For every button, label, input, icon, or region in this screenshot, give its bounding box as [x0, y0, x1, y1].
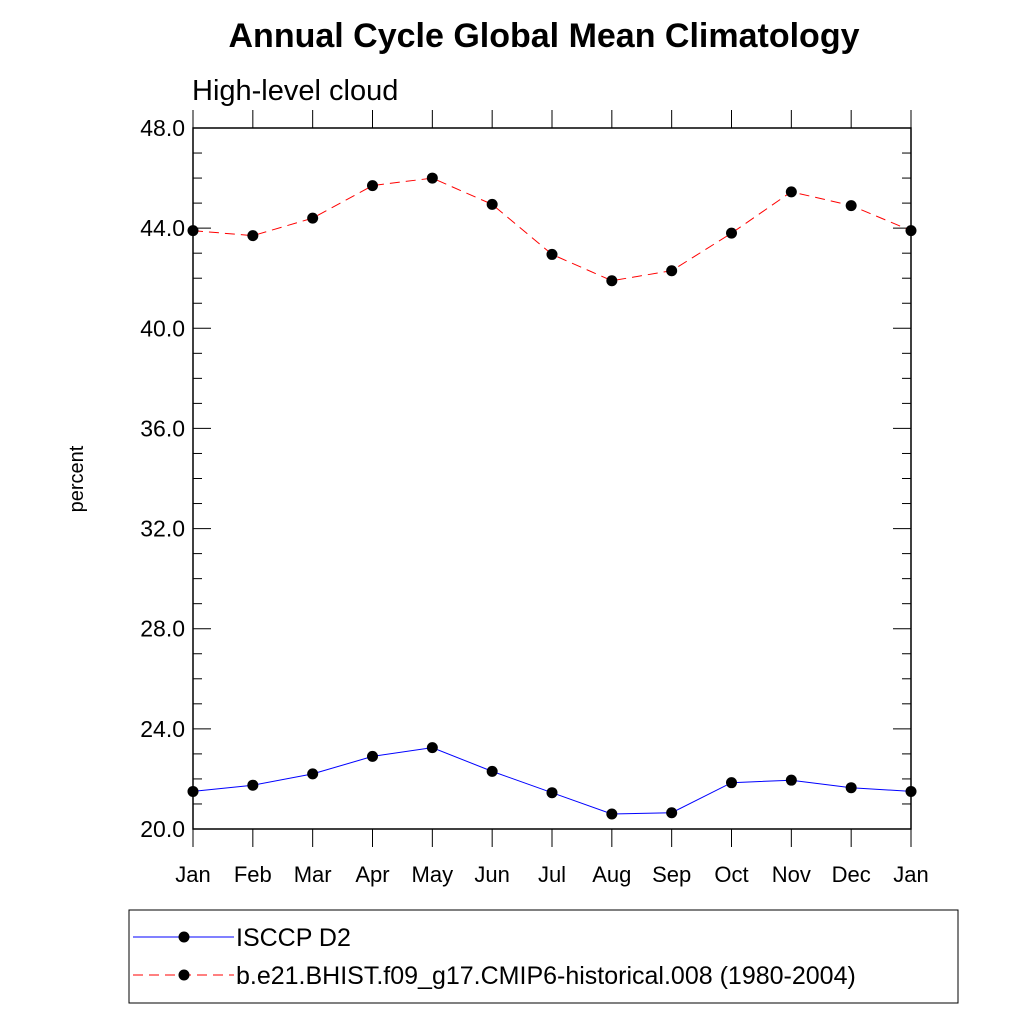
y-tick-label: 36.0	[140, 415, 185, 441]
series-2-point	[546, 248, 558, 260]
series-1-point	[666, 807, 678, 819]
series-line-2	[192, 177, 912, 282]
series-2-point	[247, 230, 259, 242]
y-tick-label: 20.0	[140, 816, 185, 842]
x-tick-label: Apr	[355, 862, 389, 887]
y-tick-label: 28.0	[140, 616, 185, 642]
x-tick-label: Feb	[234, 862, 272, 887]
series-1-point	[845, 782, 857, 794]
series-1-point	[247, 779, 259, 791]
legend-marker-1	[178, 931, 190, 943]
series-1-point	[785, 774, 797, 786]
series-1-point	[905, 785, 917, 797]
y-tick-label: 24.0	[140, 716, 185, 742]
chart-title: Annual Cycle Global Mean Climatology	[229, 17, 860, 55]
x-tick-label: Aug	[592, 862, 631, 887]
legend-frame	[128, 909, 959, 1004]
y-tick-label: 40.0	[140, 315, 185, 341]
series-2-point	[666, 265, 678, 277]
series-1-point	[726, 777, 737, 789]
x-tick-label: Sep	[652, 862, 691, 887]
series-1-point	[546, 787, 558, 799]
series-2-point	[426, 172, 438, 184]
series-2-point	[367, 180, 378, 192]
legend-label-1: ISCCP D2	[236, 924, 351, 952]
series-1-point	[606, 808, 618, 820]
series-layer	[187, 172, 917, 820]
y-tick-label: 44.0	[140, 215, 185, 241]
series-2-point	[726, 227, 737, 239]
series-1-point	[307, 768, 319, 780]
legend-label-2: b.e21.BHIST.f09_g17.CMIP6-historical.008…	[236, 962, 856, 990]
x-tick-label: May	[412, 862, 454, 887]
series-2-point	[606, 275, 618, 287]
x-tick-label: Jan	[175, 862, 210, 887]
series-line-1	[192, 747, 912, 815]
y-tick-label: 48.0	[140, 115, 185, 141]
y-tick-label: 32.0	[140, 516, 185, 542]
series-2-point	[845, 200, 857, 212]
series-1-point	[367, 750, 378, 762]
x-tick-label: Jul	[538, 862, 566, 887]
legend: ISCCP D2 b.e21.BHIST.f09_g17.CMIP6-histor…	[128, 909, 959, 1004]
x-tick-label: Nov	[772, 862, 811, 887]
series-2-point	[486, 198, 498, 210]
axis-ticks: 20.0 24.0 28.0 32.0 36.0 40.0 44.0 48.0 Jan Feb Ma…	[140, 110, 929, 887]
x-tick-label: Oct	[714, 862, 748, 887]
series-1-point	[486, 765, 498, 777]
x-tick-label: Dec	[832, 862, 871, 887]
x-tick-label: Jan	[893, 862, 928, 887]
series-2-point	[905, 225, 917, 237]
x-tick-label: Jun	[474, 862, 509, 887]
chart-subtitle: High-level cloud	[192, 75, 398, 107]
y-axis-label: percent	[66, 445, 88, 512]
series-1-point	[187, 785, 199, 797]
legend-marker-2	[178, 969, 190, 981]
series-2-point	[307, 212, 319, 224]
series-2-point	[187, 225, 199, 237]
series-1-point	[426, 742, 438, 754]
x-tick-label: Mar	[294, 862, 332, 887]
plot-frame	[192, 127, 912, 830]
series-2-point	[785, 186, 797, 198]
